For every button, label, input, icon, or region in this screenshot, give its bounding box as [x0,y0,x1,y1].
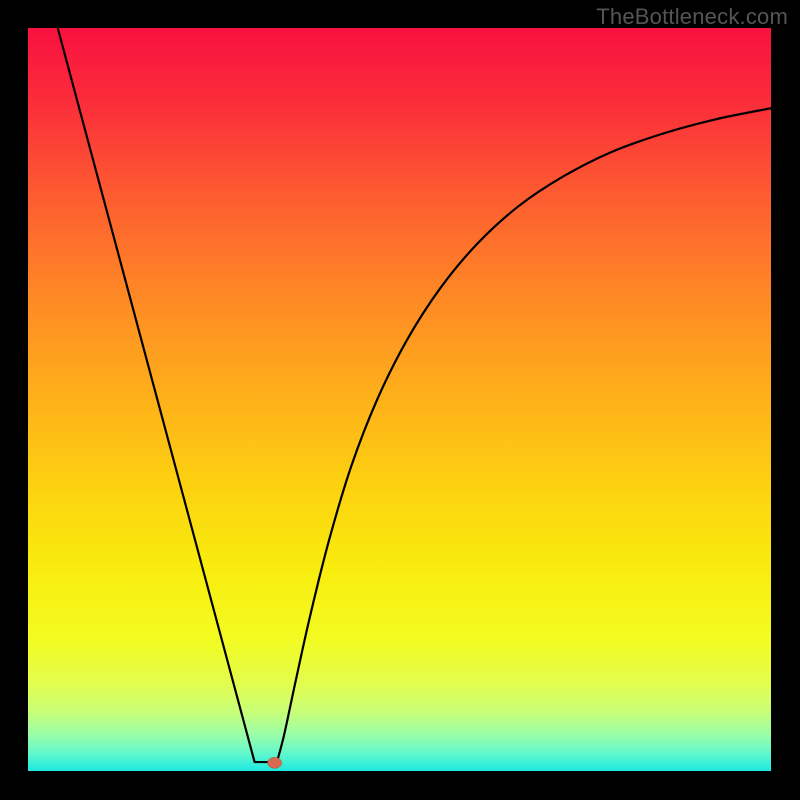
plot-svg [28,28,771,771]
plot-background [28,28,771,771]
watermark-text: TheBottleneck.com [596,4,788,30]
chart-container: TheBottleneck.com [0,0,800,800]
plot-area [28,28,771,771]
optimum-marker [268,757,282,768]
